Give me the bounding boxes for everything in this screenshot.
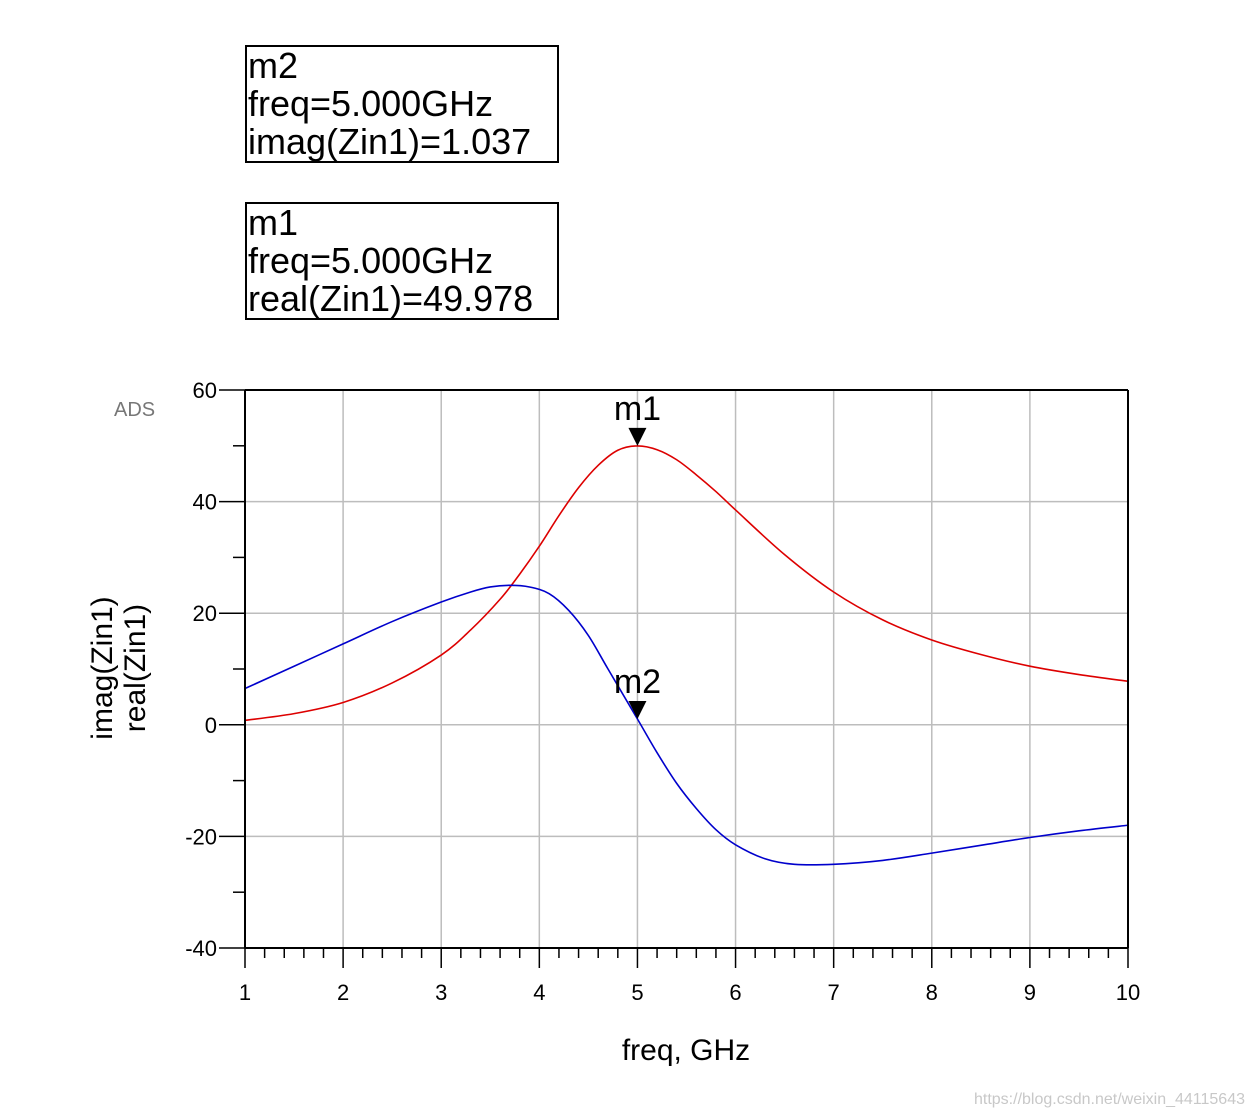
marker-readout-value: real(Zin1)=49.978 (248, 278, 534, 319)
x-tick-label: 1 (239, 980, 251, 1005)
marker-readout-value: imag(Zin1)=1.037 (248, 121, 532, 162)
x-tick-label: 4 (533, 980, 545, 1005)
plot-axes: 1 2 3 4 5 6 7 8 9 10 -40 -20 0 20 40 60 (185, 378, 1140, 1005)
watermark: https://blog.csdn.net/weixin_44115643 (973, 1091, 1245, 1108)
plot-markers: m1 m2 (614, 390, 661, 720)
x-tick-label: 6 (729, 980, 741, 1005)
y-tick-label: 0 (205, 713, 217, 738)
marker-readout-m2: m2 freq=5.000GHz imag(Zin1)=1.037 (245, 45, 559, 163)
marker-readout-name: m1 (248, 202, 299, 243)
y-axis-title-imag: imag(Zin1) (86, 596, 119, 739)
x-tick-label: 10 (1116, 980, 1140, 1005)
plot-curves (244, 445, 1129, 866)
imag-zin1-curve (244, 584, 1129, 866)
x-tick-label: 7 (828, 980, 840, 1005)
marker-readout-name: m2 (248, 45, 299, 86)
x-tick-label: 2 (337, 980, 349, 1005)
y-tick-label: -40 (185, 936, 217, 961)
m1-marker-label: m1 (614, 390, 661, 428)
ads-logo: ADS (114, 399, 155, 421)
marker-readout-freq: freq=5.000GHz (248, 240, 494, 281)
marker-readout-m1: m1 freq=5.000GHz real(Zin1)=49.978 (245, 202, 559, 320)
y-tick-label: -20 (185, 824, 217, 849)
y-axis-title: imag(Zin1) real(Zin1) (86, 596, 152, 739)
plot-grid (245, 389, 1129, 948)
y-axis-title-real: real(Zin1) (119, 604, 152, 732)
m2-marker-triangle (628, 701, 647, 720)
x-tick-label: 3 (435, 980, 447, 1005)
real-zin1-curve (244, 445, 1129, 722)
m2-marker-label: m2 (614, 663, 661, 701)
marker-readout-freq: freq=5.000GHz (248, 83, 494, 124)
x-tick-label: 5 (631, 980, 643, 1005)
y-tick-label: 40 (193, 490, 217, 515)
x-axis-title: freq, GHz (622, 1034, 750, 1067)
x-tick-label: 8 (926, 980, 938, 1005)
m1-marker-triangle (628, 427, 647, 446)
y-tick-label: 20 (193, 601, 217, 626)
y-tick-label: 60 (193, 378, 217, 403)
x-tick-label: 9 (1024, 980, 1036, 1005)
